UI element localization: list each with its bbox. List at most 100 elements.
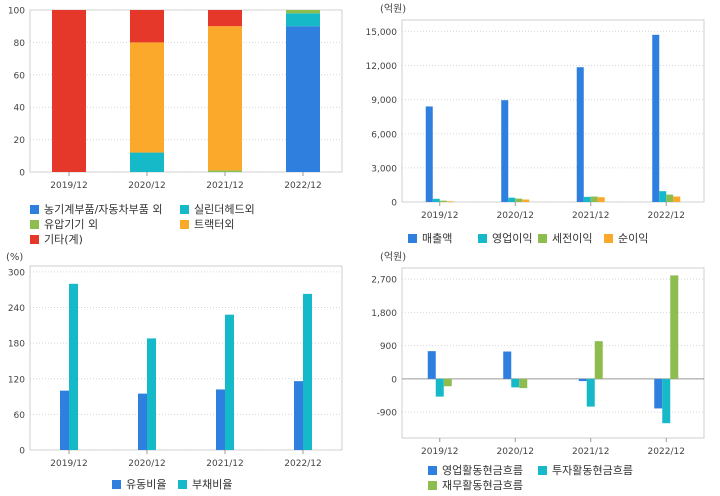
y-tick-label: 0 [391, 375, 397, 385]
chart-product-mix: 0 20 40 60 80 100 2019/12 2020/12 2021/12 2022/12 [8, 7, 343, 191]
legend-label: 세전이익 [552, 232, 593, 245]
bar [52, 10, 86, 172]
legend-item: 순이익 [604, 230, 648, 246]
bar [666, 194, 674, 202]
legend-item: 기타(계) [30, 231, 83, 247]
bar [427, 351, 436, 379]
bar [130, 152, 164, 172]
bar [578, 378, 587, 382]
bar [508, 197, 516, 202]
x-tick-label: 2022/12 [648, 211, 685, 221]
bar [576, 67, 584, 202]
bar [586, 378, 595, 407]
bar [435, 378, 444, 397]
bar [286, 10, 320, 14]
x-tick-label: 2020/12 [497, 211, 534, 221]
y-tick-label: 240 [8, 304, 25, 314]
bar [597, 197, 605, 202]
x-tick-label: 2022/12 [284, 181, 321, 191]
x-tick-label: 2020/12 [497, 447, 534, 457]
bar [511, 378, 520, 388]
bar [652, 34, 660, 202]
bar [286, 13, 320, 27]
legend-label: 부채비율 [192, 478, 233, 491]
plot-area [401, 267, 705, 439]
bar [446, 201, 454, 203]
bar [443, 378, 452, 387]
y-tick-label: 15,000 [366, 28, 398, 38]
legend-item: 실린더헤드외 [180, 201, 255, 217]
y-tick-label: 6,000 [371, 130, 397, 140]
bar [654, 378, 663, 409]
bar [519, 378, 528, 389]
bar [662, 378, 671, 424]
x-tick-label: 2021/12 [206, 459, 243, 469]
bar [673, 196, 681, 202]
legend-product-mix: 농기계부품/자동차부품 외 실린더헤드외 유압기기 외 트랙터외 기타(계) [0, 0, 360, 248]
legend-item: 매출액 [408, 230, 452, 246]
legend-item: 유동비율 [112, 476, 166, 492]
legend-label: 순이익 [618, 232, 649, 245]
bar [294, 381, 303, 450]
y-tick-label: 0 [19, 447, 25, 457]
bar [286, 26, 320, 173]
legend-item: 투자활동현금흐름 [538, 462, 633, 478]
unit-label: (억원) [380, 251, 406, 263]
y-tick-label: 20 [14, 136, 26, 146]
bar [670, 275, 679, 379]
bar [583, 196, 591, 202]
y-tick-label: 60 [14, 71, 26, 81]
chart-income: 0 3,000 6,000 9,000 12,000 15,000 (억원) 2019/12 2… [366, 3, 705, 221]
y-tick-label: 3,000 [371, 164, 397, 174]
legend-item: 영업이익 [478, 230, 532, 246]
legend-label: 영업이익 [492, 232, 533, 245]
unit-label: (%) [6, 252, 23, 263]
x-tick-label: 2019/12 [50, 459, 87, 469]
bar [130, 42, 164, 153]
bar [130, 10, 164, 43]
legend-label: 기타(계) [44, 233, 83, 246]
legend-label: 트랙터외 [194, 218, 235, 231]
legend-income: 매출액 영업이익 세전이익 순이익 [360, 0, 720, 248]
bar [208, 26, 242, 171]
y-tick-label: 40 [14, 104, 26, 114]
y-tick-label: 9,000 [371, 96, 397, 106]
y-tick-label: 120 [8, 375, 25, 385]
x-tick-label: 2022/12 [648, 447, 685, 457]
bar [69, 283, 78, 450]
y-tick-label: 60 [14, 411, 26, 421]
x-tick-label: 2020/12 [128, 459, 165, 469]
legend-item: 영업활동현금흐름 [428, 462, 523, 478]
bar [147, 338, 156, 450]
legend-label: 매출액 [422, 232, 453, 245]
legend-label: 투자활동현금흐름 [552, 464, 633, 477]
y-tick-label: 300 [8, 268, 25, 278]
y-tick-label: 0 [19, 169, 25, 179]
y-tick-label: 180 [8, 340, 25, 350]
legend-item: 부채비율 [178, 476, 232, 492]
chart-cashflow: -900 0 900 1,800 2,700 (억원) 2019/12 2020/12 2021… [371, 251, 705, 457]
plot-area [29, 265, 343, 451]
y-tick-label: -900 [377, 409, 398, 419]
bar [594, 341, 603, 379]
legend-cashflow: 영업활동현금흐름 투자활동현금흐름 재무활동현금흐름 [360, 248, 720, 496]
bar [515, 198, 523, 202]
bar [439, 200, 447, 202]
legend-item: 재무활동현금흐름 [428, 477, 523, 493]
legend-label: 영업활동현금흐름 [442, 464, 523, 477]
y-tick-label: 100 [8, 7, 25, 17]
bar [138, 393, 147, 450]
bar [208, 170, 242, 172]
bar [208, 10, 242, 27]
legend-item: 유압기기 외 [30, 216, 98, 232]
bar [590, 196, 598, 202]
x-tick-label: 2020/12 [128, 181, 165, 191]
y-tick-label: 12,000 [366, 62, 398, 72]
x-tick-label: 2019/12 [421, 211, 458, 221]
y-tick-label: 1,800 [371, 309, 397, 319]
x-tick-label: 2021/12 [572, 211, 609, 221]
legend-label: 유동비율 [126, 478, 167, 491]
bar [225, 314, 234, 450]
chart-ratios: 0 60 120 180 240 300 (%) 2019/12 2020/12 2021/12 2… [6, 252, 343, 469]
legend-label: 유압기기 외 [44, 218, 99, 231]
